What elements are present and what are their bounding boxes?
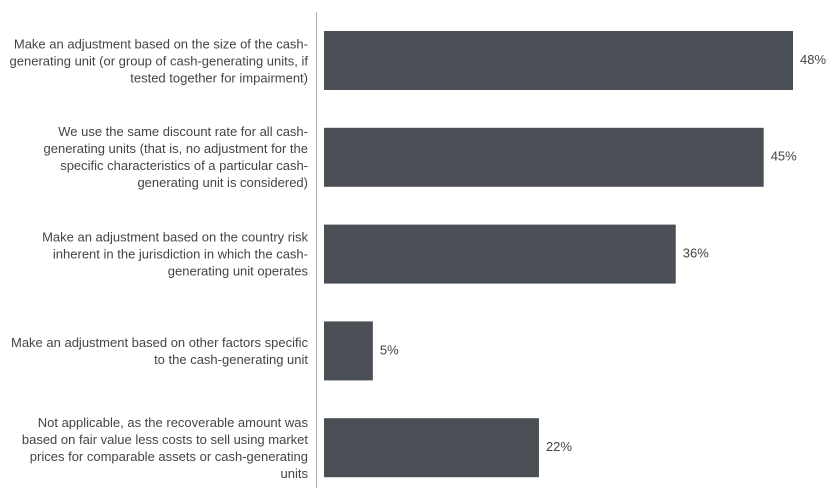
- category-label: Make an adjustment based on other factor…: [11, 334, 308, 367]
- bar: [324, 418, 539, 478]
- value-label: 45%: [771, 149, 797, 164]
- bar: [324, 31, 793, 90]
- bar: [324, 321, 373, 381]
- value-label: 22%: [546, 439, 572, 454]
- category-label: Make an adjustment based on the size of …: [9, 36, 308, 85]
- value-label: 36%: [683, 246, 709, 261]
- value-label: 48%: [800, 52, 826, 67]
- bar: [324, 127, 764, 187]
- value-label: 5%: [380, 342, 399, 357]
- category-label: We use the same discount rate for all ca…: [43, 124, 309, 191]
- bar: [324, 224, 676, 284]
- category-label: Make an adjustment based on the country …: [42, 229, 308, 279]
- category-label: Not applicable, as the recoverable amoun…: [21, 414, 308, 481]
